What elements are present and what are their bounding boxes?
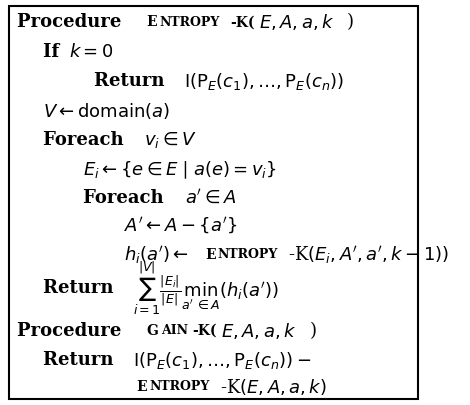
Text: $\sum_{i=1}^{|V|} \frac{|E_i|}{|E|} \min_{a' \in A}\left(h_i(a')\right)$: $\sum_{i=1}^{|V|} \frac{|E_i|}{|E|} \min… [133, 259, 279, 316]
Text: If: If [43, 43, 65, 60]
Text: $E, A, a, k$: $E, A, a, k$ [258, 12, 334, 32]
Text: E: E [137, 379, 147, 392]
Text: $A' \leftarrow A - \{a'\}$: $A' \leftarrow A - \{a'\}$ [124, 215, 237, 236]
Text: $\mathrm{I}(\mathrm{P}_E(c_1),\ldots,\mathrm{P}_E(c_n))-$: $\mathrm{I}(\mathrm{P}_E(c_1),\ldots,\ma… [133, 349, 311, 370]
Text: $a' \in A$: $a' \in A$ [185, 188, 236, 207]
Text: G: G [147, 323, 158, 337]
Text: -K$(E_i, A', a', k-1))$: -K$(E_i, A', a', k-1))$ [288, 243, 450, 265]
Text: $E_i \leftarrow \{e \in E \mid a(e) = v_i\}$: $E_i \leftarrow \{e \in E \mid a(e) = v_… [83, 159, 277, 180]
Text: Procedure: Procedure [17, 13, 128, 31]
Text: E: E [147, 15, 157, 29]
Text: $V \leftarrow \mathrm{domain}(a)$: $V \leftarrow \mathrm{domain}(a)$ [43, 100, 170, 121]
Text: Return: Return [43, 350, 119, 368]
Text: $E, A, a, k$: $E, A, a, k$ [221, 320, 297, 340]
Text: $h_i(a') \leftarrow$: $h_i(a') \leftarrow$ [124, 243, 193, 265]
Text: Procedure: Procedure [17, 321, 128, 339]
Text: E: E [205, 247, 216, 261]
Text: Foreach: Foreach [43, 131, 130, 149]
Text: ): ) [347, 13, 354, 31]
Text: NTROPY: NTROPY [218, 247, 278, 260]
Text: -K$(E, A, a, k)$: -K$(E, A, a, k)$ [220, 375, 327, 396]
Text: Return: Return [94, 72, 171, 90]
Text: Foreach: Foreach [83, 188, 170, 206]
Text: $v_i \in V$: $v_i \in V$ [144, 130, 197, 150]
Text: Return: Return [43, 279, 119, 296]
Text: $k = 0$: $k = 0$ [69, 43, 114, 60]
Text: -K(: -K( [230, 15, 254, 29]
Text: NTROPY: NTROPY [149, 379, 210, 392]
Text: AIN: AIN [161, 324, 188, 337]
Text: NTROPY: NTROPY [159, 16, 219, 29]
Text: $\mathrm{I}(\mathrm{P}_E(c_1),\ldots,\mathrm{P}_E(c_n))$: $\mathrm{I}(\mathrm{P}_E(c_1),\ldots,\ma… [184, 70, 344, 92]
Text: -K(: -K( [192, 323, 217, 337]
Text: ): ) [309, 321, 316, 339]
